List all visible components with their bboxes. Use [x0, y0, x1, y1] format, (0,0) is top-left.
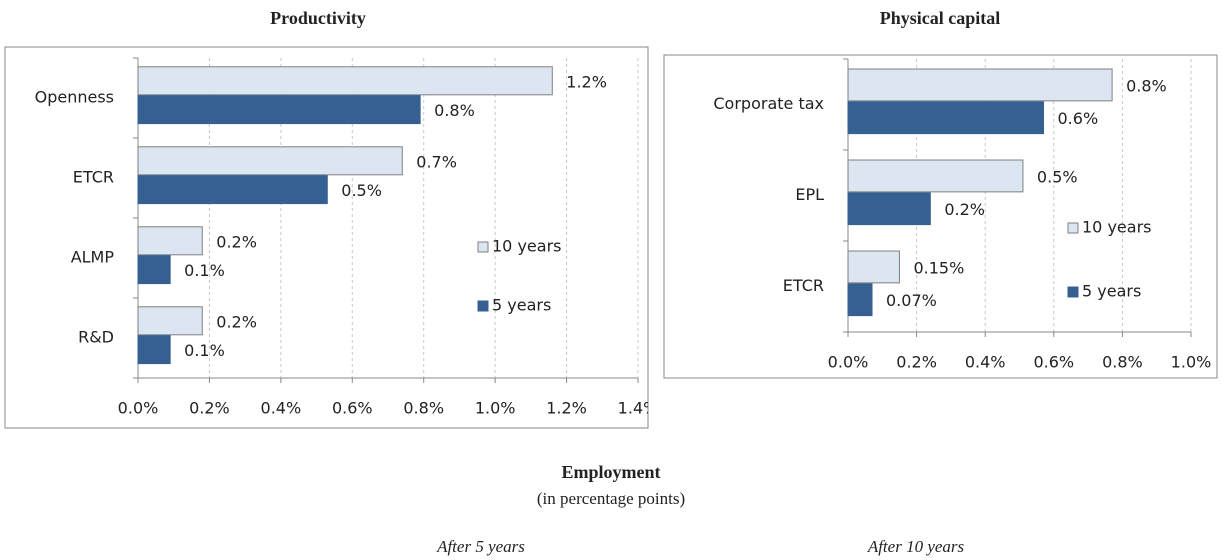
value-label: 0.2% — [216, 312, 257, 331]
x-tick-label: 1.2% — [546, 399, 587, 418]
chart: Physical capital 0.0% 0.2% 0.4% 0.6% 0.8% 1.0%… — [663, 8, 1218, 379]
legend-swatch — [477, 300, 489, 312]
x-tick-label: 0.8% — [1102, 353, 1143, 372]
value-label: 0.07% — [886, 291, 937, 310]
legend-label: 10 years — [1082, 218, 1151, 237]
x-tick-label: 0.0% — [118, 399, 159, 418]
x-tick-label: 0.2% — [189, 399, 230, 418]
y-tick-label: EPL — [795, 185, 824, 204]
legend-label: 5 years — [1082, 282, 1141, 301]
y-tick-label: R&D — [78, 328, 114, 347]
value-label: 0.7% — [416, 152, 457, 171]
chart: Productivity 0.0% 0.2% 0.4% 0.6% 0.8% 1.0% 1.2%… — [4, 8, 659, 429]
x-tick-label: 0.8% — [403, 399, 444, 418]
legend-swatch — [477, 241, 489, 253]
x-tick-label: 0.4% — [965, 353, 1006, 372]
bar — [847, 283, 873, 317]
legend-swatch — [1067, 286, 1079, 298]
value-label: 0.2% — [944, 200, 985, 219]
x-tick-label: 0.6% — [332, 399, 373, 418]
bar — [137, 175, 328, 205]
value-label: 0.1% — [184, 261, 225, 280]
value-label: 0.15% — [913, 258, 964, 277]
y-tick-label: Openness — [35, 88, 114, 107]
bar — [847, 192, 931, 226]
bar — [137, 306, 203, 336]
bar — [137, 146, 403, 176]
bar — [137, 66, 553, 96]
value-label: 0.2% — [216, 232, 257, 251]
x-tick-label: 0.2% — [896, 353, 937, 372]
x-tick-label: 0.6% — [1033, 353, 1074, 372]
bar — [847, 250, 900, 284]
x-tick-label: 0.4% — [261, 399, 302, 418]
bar — [137, 226, 203, 256]
panel-title: After 10 years — [867, 537, 965, 556]
value-label: 0.5% — [341, 181, 382, 200]
y-tick-label: ETCR — [73, 168, 114, 187]
y-tick-label: Corporate tax — [713, 94, 824, 113]
bar — [847, 101, 1045, 135]
value-label: 0.8% — [1126, 76, 1167, 95]
panel-title: After 5 years — [436, 537, 525, 556]
bar — [137, 335, 171, 365]
legend-label: 5 years — [492, 296, 551, 315]
bar — [847, 68, 1113, 102]
value-label: 0.8% — [434, 101, 475, 120]
legend-label: 10 years — [492, 237, 561, 256]
value-label: 0.1% — [184, 341, 225, 360]
legend-swatch — [1067, 222, 1079, 234]
value-label: 0.5% — [1037, 167, 1078, 186]
value-label: 0.6% — [1058, 109, 1099, 128]
x-tick-label: 0.0% — [828, 353, 869, 372]
chart-title: Physical capital — [880, 8, 1001, 28]
x-tick-label: 1.4% — [618, 399, 659, 418]
value-label: 1.2% — [566, 72, 607, 91]
bar — [137, 255, 171, 285]
y-tick-label: ETCR — [783, 276, 824, 295]
bar — [847, 159, 1024, 193]
x-tick-label: 1.0% — [1171, 353, 1212, 372]
y-tick-label: ALMP — [71, 248, 115, 267]
chart-title: Productivity — [270, 8, 366, 28]
section-subtitle: (in percentage points) — [537, 489, 685, 508]
section-title: Employment — [562, 462, 661, 482]
x-tick-label: 1.0% — [475, 399, 516, 418]
bar — [137, 95, 421, 125]
